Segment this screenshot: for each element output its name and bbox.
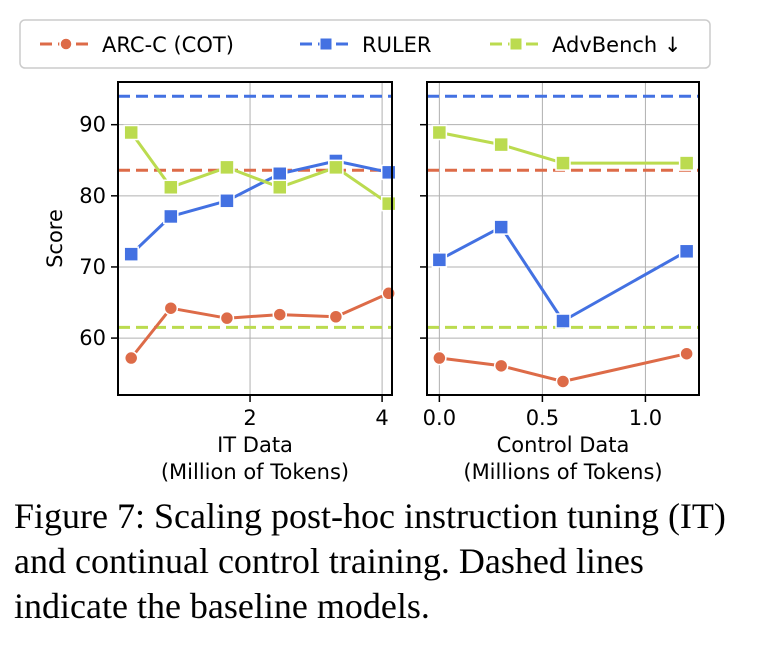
p1-point-advbench-1 [493,136,509,153]
p0-xtick-label-1: 4 [375,406,388,430]
p1-point-arc-c-cot-0 [432,350,447,366]
p0-point-ruler-1 [163,208,179,225]
p1-point-advbench-2 [555,155,571,171]
p1-series-line-advbench [439,131,687,165]
p1-point-advbench-3 [678,155,695,171]
figure-caption: Figure 7: Scaling post-hoc instruction t… [14,496,726,626]
panel-control-data: 0.0 0.5 1.0 Control Data (Millions of Tokens… [420,81,700,484]
p0-point-arc-c-cot-3 [272,307,288,322]
p1-xtick-label-2: 1.0 [629,406,662,430]
p1-point-ruler-0 [431,252,448,268]
legend-marker-ruler [319,37,333,51]
p0-series-line-arc-c-cot [130,291,390,359]
legend-marker-advbench [509,37,523,51]
p1-point-ruler-2 [555,313,571,329]
legend-label-advbench: AdvBench ↓ [552,33,682,57]
p0-point-advbench-1 [163,179,179,196]
p0-point-advbench-2 [219,159,235,176]
legend: ARC-C (COT) RULER AdvBench ↓ [19,19,711,69]
p1-xtick-label-1: 0.5 [526,406,559,430]
p0-series-line-ruler [130,159,390,256]
p0-ytick-label-0: 60 [79,326,106,350]
p1-series-line-ruler [438,225,688,323]
p0-series-line-advbench [129,131,390,205]
p0-point-arc-c-cot-1 [163,300,179,316]
p0-point-advbench-3 [272,179,288,196]
p0-point-advbench-4 [328,159,344,176]
p0-point-ruler-5 [380,164,397,181]
p1-point-arc-c-cot-2 [555,374,571,389]
panel-it-data: 2 4 60 70 80 90 IT Data (Million of Tokens) Scor… [43,81,397,484]
legend-label-arc-c-cot: ARC-C (COT) [102,33,234,57]
p1-xlabel-line2: (Millions of Tokens) [463,460,662,484]
p0-ytick-label-3: 90 [79,113,106,137]
p0-point-advbench-0 [123,124,139,141]
p0-xtick-label-0: 2 [243,406,256,430]
p0-point-advbench-5 [380,195,397,212]
p0-point-arc-c-cot-0 [123,350,139,366]
p0-xlabel-line2: (Million of Tokens) [161,460,349,484]
p1-point-advbench-0 [431,124,448,141]
p1-point-ruler-3 [678,243,695,260]
p0-axes-frame [117,81,393,396]
p0-point-arc-c-cot-4 [328,309,344,324]
p1-series-line-arc-c-cot [439,352,687,383]
p1-axes-frame [426,81,700,396]
p0-ytick-label-2: 80 [79,184,106,208]
p0-point-ruler-2 [219,193,235,209]
p0-point-arc-c-cot-2 [219,310,235,326]
legend-frame [19,19,711,69]
p1-point-ruler-1 [493,219,509,235]
p1-xtick-label-0: 0.0 [423,406,456,430]
legend-label-ruler: RULER [362,33,432,57]
p1-point-arc-c-cot-1 [493,358,509,374]
p0-point-ruler-3 [272,166,288,182]
legend-marker-arc-c-cot [59,37,73,51]
p0-ytick-label-1: 70 [79,255,106,279]
p0-point-arc-c-cot-5 [381,286,396,301]
p0-xlabel-line1: IT Data [217,433,293,457]
p0-point-ruler-0 [123,246,139,262]
p1-point-arc-c-cot-3 [679,346,694,361]
p0-ylabel: Score [43,209,67,268]
p1-xlabel-line1: Control Data [497,433,630,457]
